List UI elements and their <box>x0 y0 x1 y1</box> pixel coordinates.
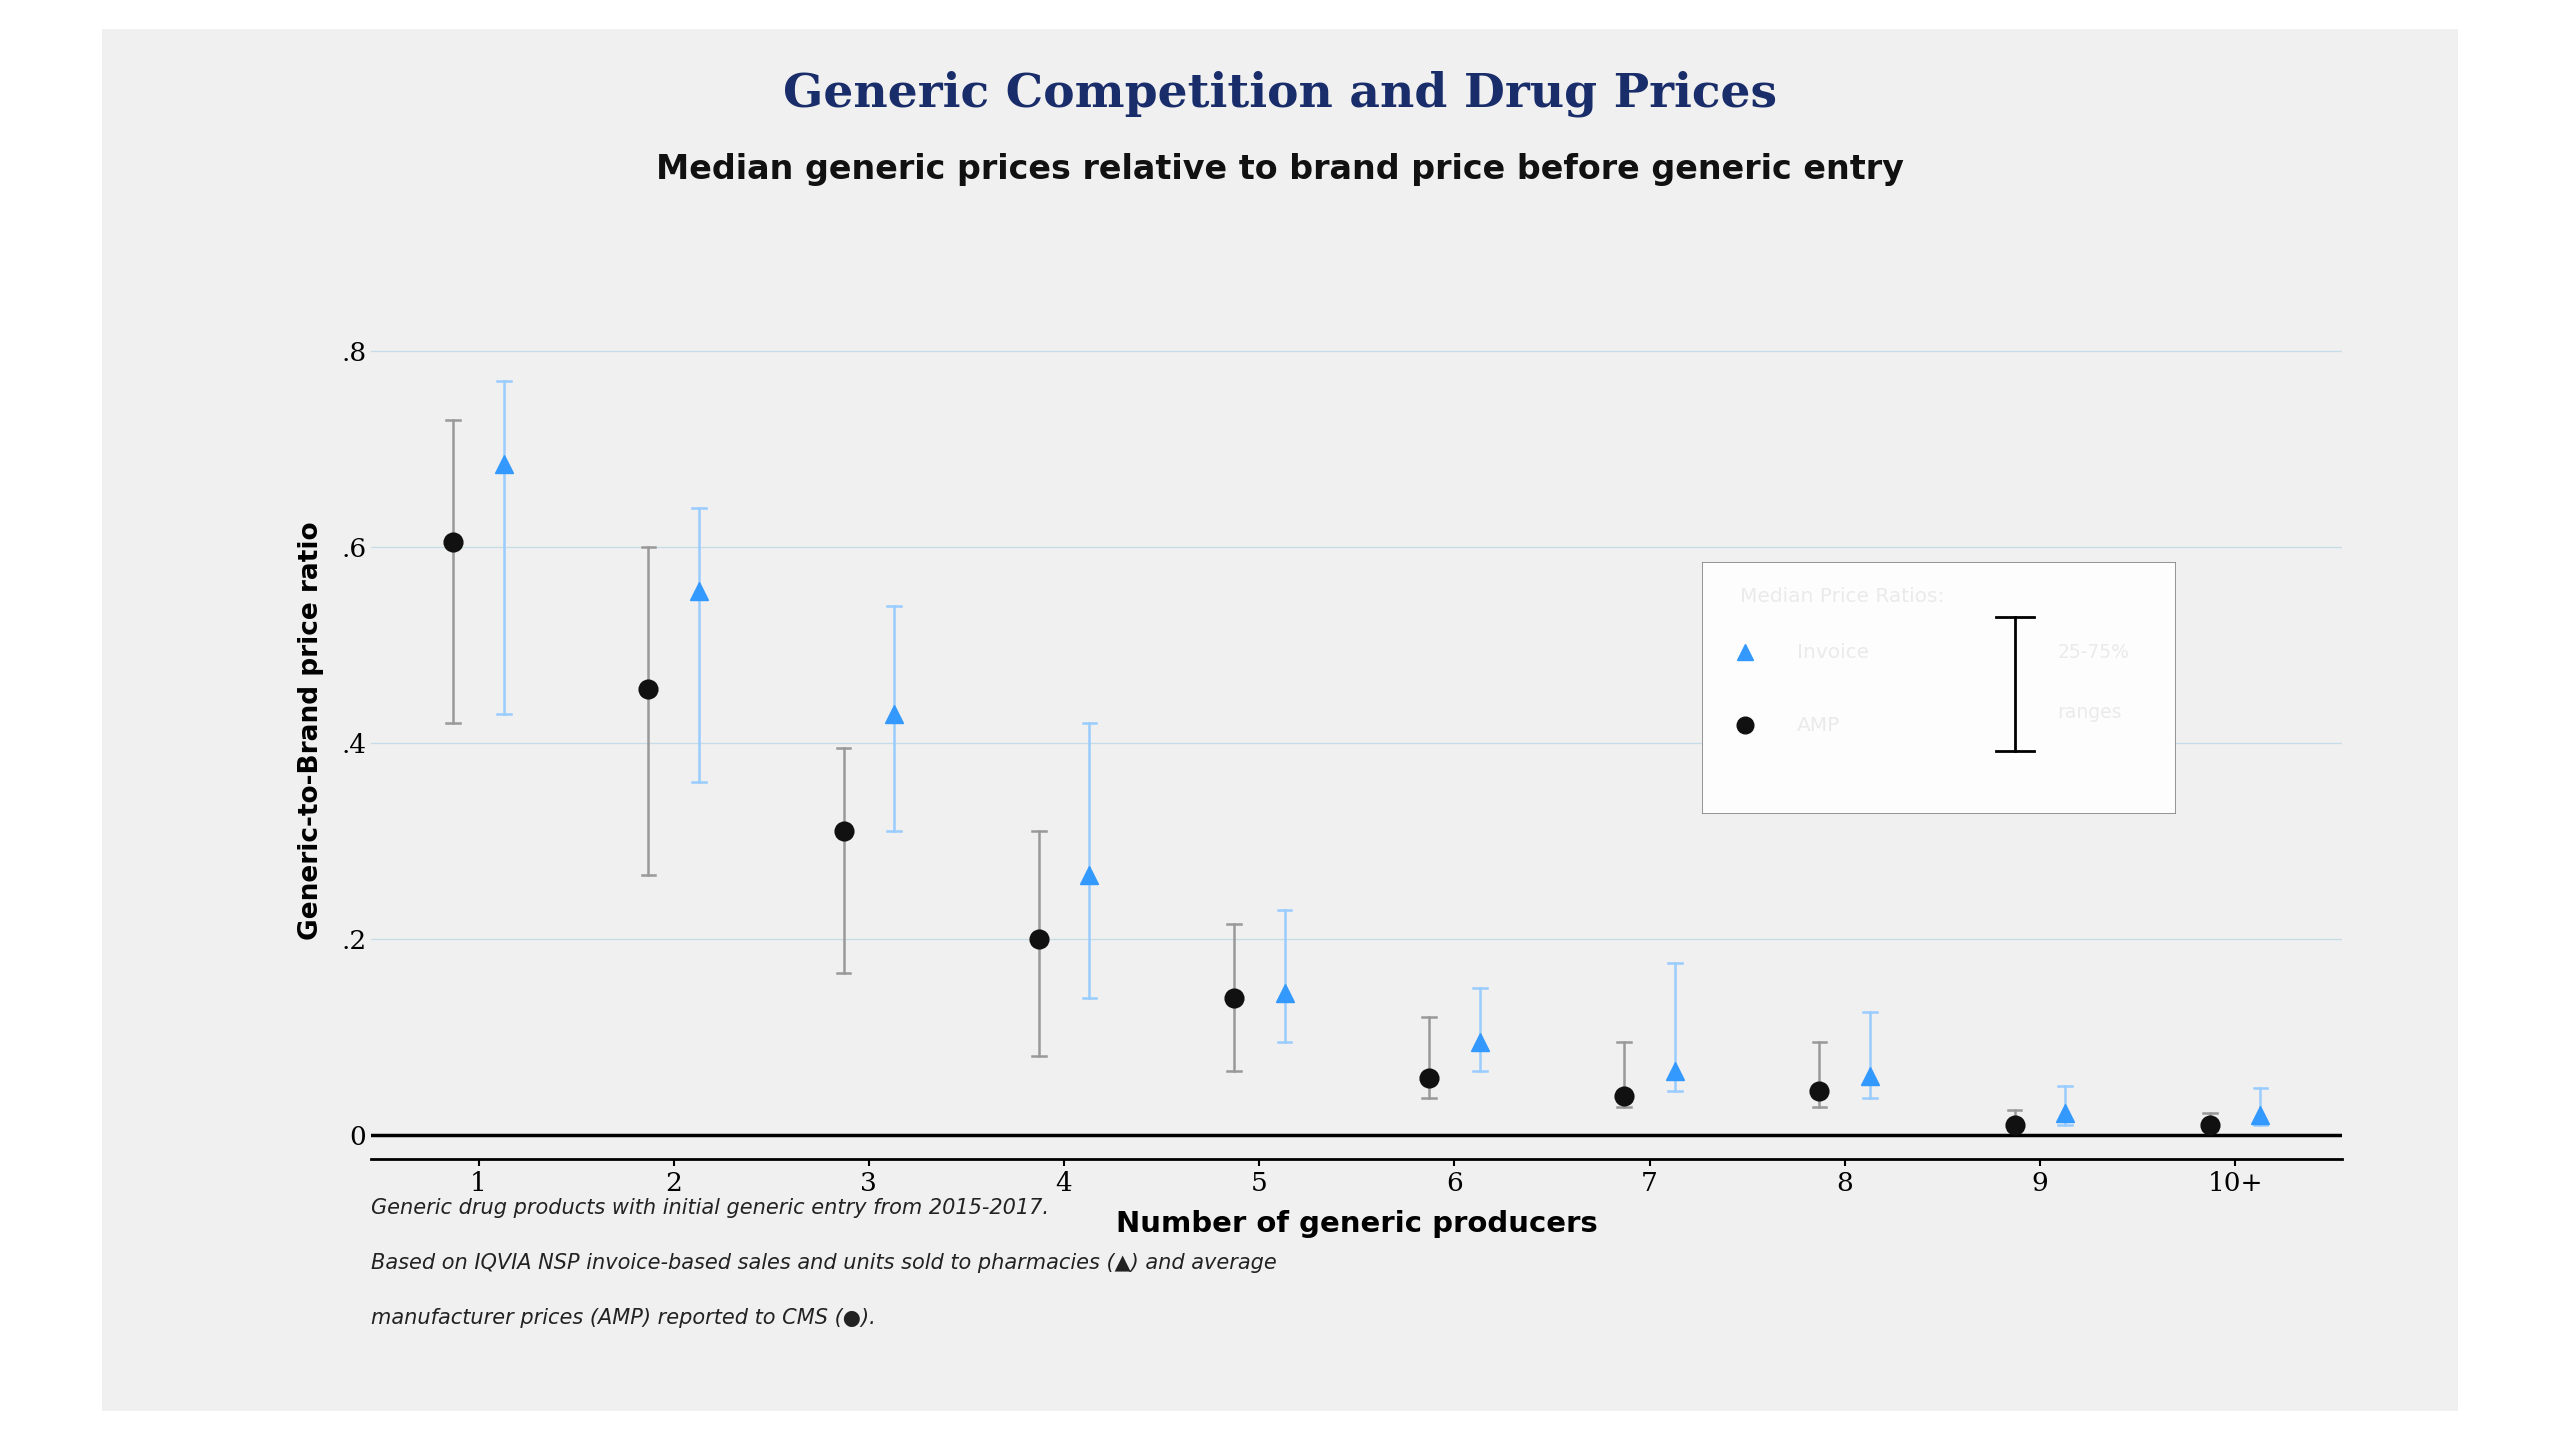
Y-axis label: Generic-to-Brand price ratio: Generic-to-Brand price ratio <box>300 521 325 940</box>
Text: Median Price Ratios:: Median Price Ratios: <box>1741 588 1946 606</box>
Text: 25-75%: 25-75% <box>2058 642 2130 662</box>
Text: Generic Competition and Drug Prices: Generic Competition and Drug Prices <box>783 71 1777 117</box>
Text: Median generic prices relative to brand price before generic entry: Median generic prices relative to brand … <box>655 154 1905 186</box>
Text: ranges: ranges <box>2058 703 2122 723</box>
Text: Invoice: Invoice <box>1797 642 1869 662</box>
Text: manufacturer prices (AMP) reported to CMS (●).: manufacturer prices (AMP) reported to CM… <box>371 1308 876 1328</box>
Text: Based on IQVIA NSP invoice-based sales and units sold to pharmacies (▲) and aver: Based on IQVIA NSP invoice-based sales a… <box>371 1253 1277 1273</box>
FancyBboxPatch shape <box>67 9 2493 1431</box>
FancyBboxPatch shape <box>1702 562 2176 814</box>
Text: Generic drug products with initial generic entry from 2015-2017.: Generic drug products with initial gener… <box>371 1198 1050 1218</box>
X-axis label: Number of generic producers: Number of generic producers <box>1116 1210 1597 1238</box>
Text: AMP: AMP <box>1797 716 1841 734</box>
